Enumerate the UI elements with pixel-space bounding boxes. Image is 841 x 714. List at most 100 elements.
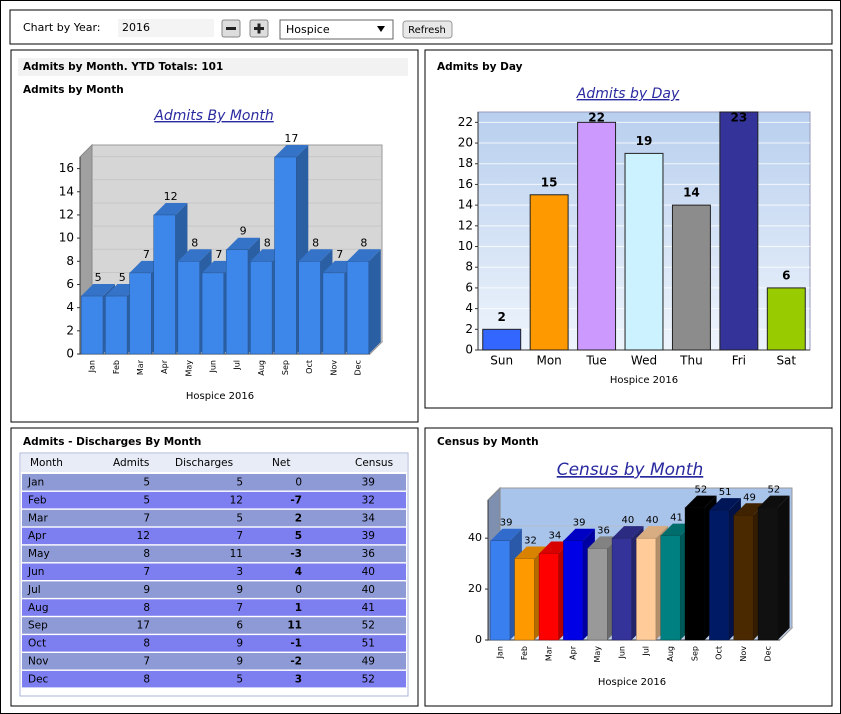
header-bar xyxy=(18,58,408,76)
bar xyxy=(733,515,754,641)
bar-side xyxy=(368,249,381,354)
bar xyxy=(636,537,657,641)
x-tick-label: May xyxy=(184,360,193,377)
bar-top xyxy=(612,526,644,539)
value-label: 51 xyxy=(719,487,732,498)
value-label: 19 xyxy=(636,134,653,148)
value-label: 12 xyxy=(164,190,178,203)
minus-icon xyxy=(226,27,236,30)
x-axis-label: Hospice 2016 xyxy=(598,677,666,688)
bar-top xyxy=(347,249,381,262)
table-cell: 39 xyxy=(362,477,375,489)
bar xyxy=(129,272,152,355)
bar xyxy=(709,509,730,641)
value-label: 2 xyxy=(498,310,506,324)
table-row xyxy=(22,653,406,670)
x-tick-label: Oct xyxy=(305,360,314,374)
bar xyxy=(587,548,608,641)
x-tick-label: Jun xyxy=(208,360,217,374)
table-cell: 5 xyxy=(143,477,150,489)
table-cell: 5 xyxy=(236,673,243,685)
x-tick-label: Jul xyxy=(642,646,651,657)
table-cell: 7 xyxy=(143,566,150,578)
y-tick-label: 2 xyxy=(66,323,74,337)
value-label: 52 xyxy=(767,485,780,496)
table-cell: 1 xyxy=(295,602,302,614)
value-label: 6 xyxy=(782,268,790,282)
value-label: 7 xyxy=(336,248,343,261)
table-cell: Feb xyxy=(28,494,47,506)
value-label: 22 xyxy=(588,111,605,125)
bar-top xyxy=(758,495,790,508)
table-cell: Oct xyxy=(28,638,46,650)
table-cell: May xyxy=(28,548,50,560)
table-cell: 40 xyxy=(362,566,375,578)
plus-icon xyxy=(257,23,261,34)
bar xyxy=(177,261,200,355)
bar xyxy=(684,507,705,641)
x-tick-label: Feb xyxy=(520,646,529,660)
bar xyxy=(346,261,370,355)
table-cell: 11 xyxy=(230,548,243,560)
y-tick-label: 6 xyxy=(66,277,74,291)
table-row xyxy=(22,509,406,527)
refresh-button[interactable] xyxy=(402,20,453,39)
table-cell: 40 xyxy=(362,584,375,596)
table-row xyxy=(22,563,406,580)
y-tick-label: 0 xyxy=(66,347,74,361)
refresh-label: Refresh xyxy=(408,25,446,36)
x-tick-label: Dec xyxy=(353,360,362,375)
table-row xyxy=(22,670,406,688)
table-cell: 39 xyxy=(362,530,375,542)
bar xyxy=(757,507,778,641)
program-select[interactable] xyxy=(279,19,394,40)
table-cell: 3 xyxy=(236,566,243,578)
value-label: 8 xyxy=(360,236,367,249)
x-tick-label: May xyxy=(593,646,602,663)
y-tick-label: 0 xyxy=(465,343,473,357)
table-cell: Jul xyxy=(27,584,41,596)
table-row xyxy=(22,617,406,634)
bar xyxy=(201,272,225,355)
x-tick-label: Jun xyxy=(617,646,626,660)
x-axis-label: Hospice 2016 xyxy=(610,375,678,386)
year-input[interactable] xyxy=(118,19,214,37)
table-cell: 12 xyxy=(230,494,243,506)
chart-title: Admits by Day xyxy=(576,86,680,102)
table-cell: 41 xyxy=(362,602,375,614)
value-label: 7 xyxy=(143,248,150,261)
bar xyxy=(624,152,664,351)
x-tick-label: Apr xyxy=(569,645,578,660)
table-cell: 34 xyxy=(362,512,376,524)
table-cell: 7 xyxy=(143,512,150,524)
year-value: 2016 xyxy=(122,21,150,34)
bar-top xyxy=(587,536,620,549)
table-row xyxy=(22,491,406,509)
bar-top xyxy=(274,145,309,157)
value-label: 40 xyxy=(621,515,634,526)
x-tick-label: Mar xyxy=(136,359,145,375)
x-tick-label: Jan xyxy=(88,360,97,373)
table-cell: Sep xyxy=(28,620,48,632)
bar xyxy=(153,214,176,355)
value-label: 36 xyxy=(597,525,610,536)
table-cell: -2 xyxy=(290,656,302,668)
value-label: 5 xyxy=(119,271,126,284)
bar xyxy=(611,537,632,641)
value-label: 8 xyxy=(264,236,271,249)
table-cell: 52 xyxy=(362,620,375,632)
bar-top xyxy=(660,523,693,536)
value-label: 15 xyxy=(541,175,558,189)
table-cell: 7 xyxy=(143,656,150,668)
table-cell: 17 xyxy=(137,620,150,632)
panel-header: Census by Month xyxy=(437,436,539,448)
table-cell: Aug xyxy=(28,602,49,614)
chart-title: Census by Month xyxy=(557,460,704,480)
bar-top xyxy=(636,526,668,539)
table-cell: 8 xyxy=(143,638,150,650)
value-label: 39 xyxy=(500,518,513,529)
bar xyxy=(274,156,297,355)
table-cell: 7 xyxy=(236,530,243,542)
bar-top xyxy=(153,202,188,215)
panel-header: Admits - Discharges By Month xyxy=(23,436,201,448)
